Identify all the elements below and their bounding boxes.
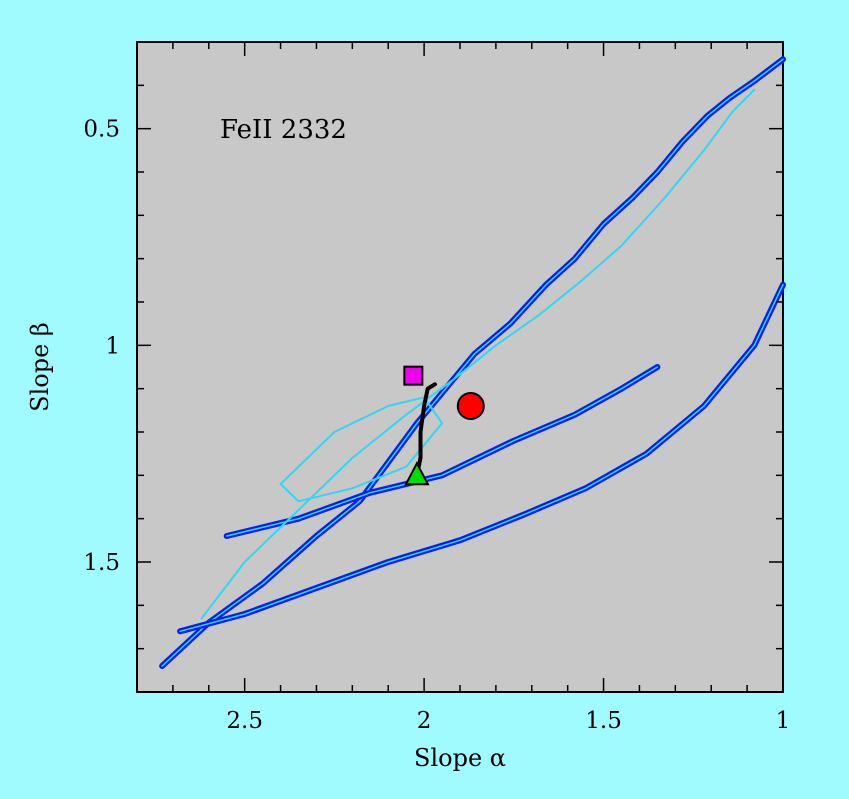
y-tick-label: 0.5 [83,117,120,143]
marker-square [403,365,424,386]
x-tick-label: 1 [776,708,791,734]
series-highlight-0 [161,58,784,667]
marker-layer [403,365,485,486]
marker-circle [456,392,485,420]
series-line-5 [414,382,437,478]
marker-triangle [404,461,430,486]
y-tick-label: 1 [105,333,120,359]
axis-layer: 2.5 2 1.5 1 0.5 1 1.5 [83,41,791,734]
series-highlight-2 [225,366,659,537]
y-tick-label: 1.5 [83,550,120,576]
series-layer [159,56,786,669]
series-highlight-1 [179,283,784,633]
x-tick-label: 1.5 [585,708,622,734]
series-line-3 [200,88,756,620]
y-axis-title: Slope β [26,322,54,412]
panel-title: FeII 2332 [220,115,347,145]
x-axis-title: Slope α [414,744,506,772]
series-line-4 [279,396,444,503]
x-tick-label: 2 [417,708,432,734]
x-tick-label: 2.5 [226,708,263,734]
